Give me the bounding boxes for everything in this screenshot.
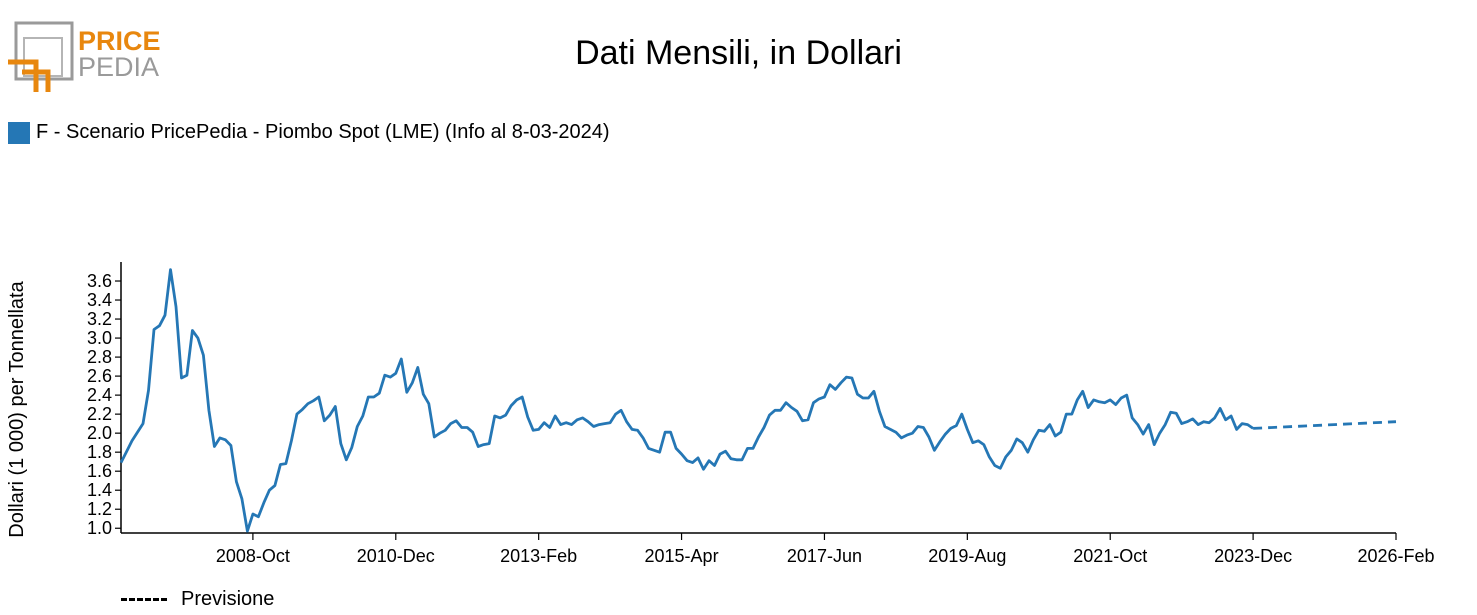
x-tick-label: 2013-Feb xyxy=(500,546,577,566)
forecast-dash-icon xyxy=(121,598,167,601)
x-tick-label: 2026-Feb xyxy=(1357,546,1434,566)
y-tick-label: 3.6 xyxy=(87,271,112,291)
logo-word-pedia: PEDIA xyxy=(78,52,159,82)
x-tick-label: 2017-Jun xyxy=(787,546,862,566)
y-tick-label: 1.4 xyxy=(87,480,112,500)
chart-title: Dati Mensili, in Dollari xyxy=(575,34,902,72)
x-tick-label: 2019-Aug xyxy=(928,546,1006,566)
price-series-line xyxy=(119,268,1254,533)
y-tick-label: 1.2 xyxy=(87,499,112,519)
x-tick-label: 2021-Oct xyxy=(1073,546,1147,566)
y-tick-label: 1.6 xyxy=(87,461,112,481)
y-tick-label: 1.0 xyxy=(87,518,112,538)
x-tick-label: 2023-Dec xyxy=(1214,546,1292,566)
y-tick-label: 2.2 xyxy=(87,404,112,424)
y-tick-label: 3.2 xyxy=(87,309,112,329)
y-tick-label: 2.8 xyxy=(87,347,112,367)
y-tick-label: 3.0 xyxy=(87,328,112,348)
forecast-legend-label: Previsione xyxy=(181,588,275,610)
chart-legend: F - Scenario PricePedia - Piombo Spot (L… xyxy=(8,121,610,144)
forecast-line xyxy=(1253,420,1397,430)
y-tick-label: 3.4 xyxy=(87,290,112,310)
y-axis-label: Dollari (1 000) per Tonnellata xyxy=(6,280,28,537)
y-tick-label: 2.6 xyxy=(87,366,112,386)
legend-label: F - Scenario PricePedia - Piombo Spot (L… xyxy=(36,121,610,143)
logo-word-price: PRICE xyxy=(78,26,161,56)
x-tick-label: 2008-Oct xyxy=(216,546,290,566)
forecast-legend: Previsione xyxy=(121,588,274,611)
logo-mark-icon: PRICE PEDIA xyxy=(8,21,161,92)
y-tick-label: 2.4 xyxy=(87,385,112,405)
x-tick-label: 2010-Dec xyxy=(357,546,435,566)
pricepedia-logo: PRICE PEDIA xyxy=(6,20,166,94)
legend-swatch xyxy=(8,121,30,144)
y-tick-label: 2.0 xyxy=(87,423,112,443)
y-tick-label: 1.8 xyxy=(87,442,112,462)
x-tick-label: 2015-Apr xyxy=(645,546,719,566)
